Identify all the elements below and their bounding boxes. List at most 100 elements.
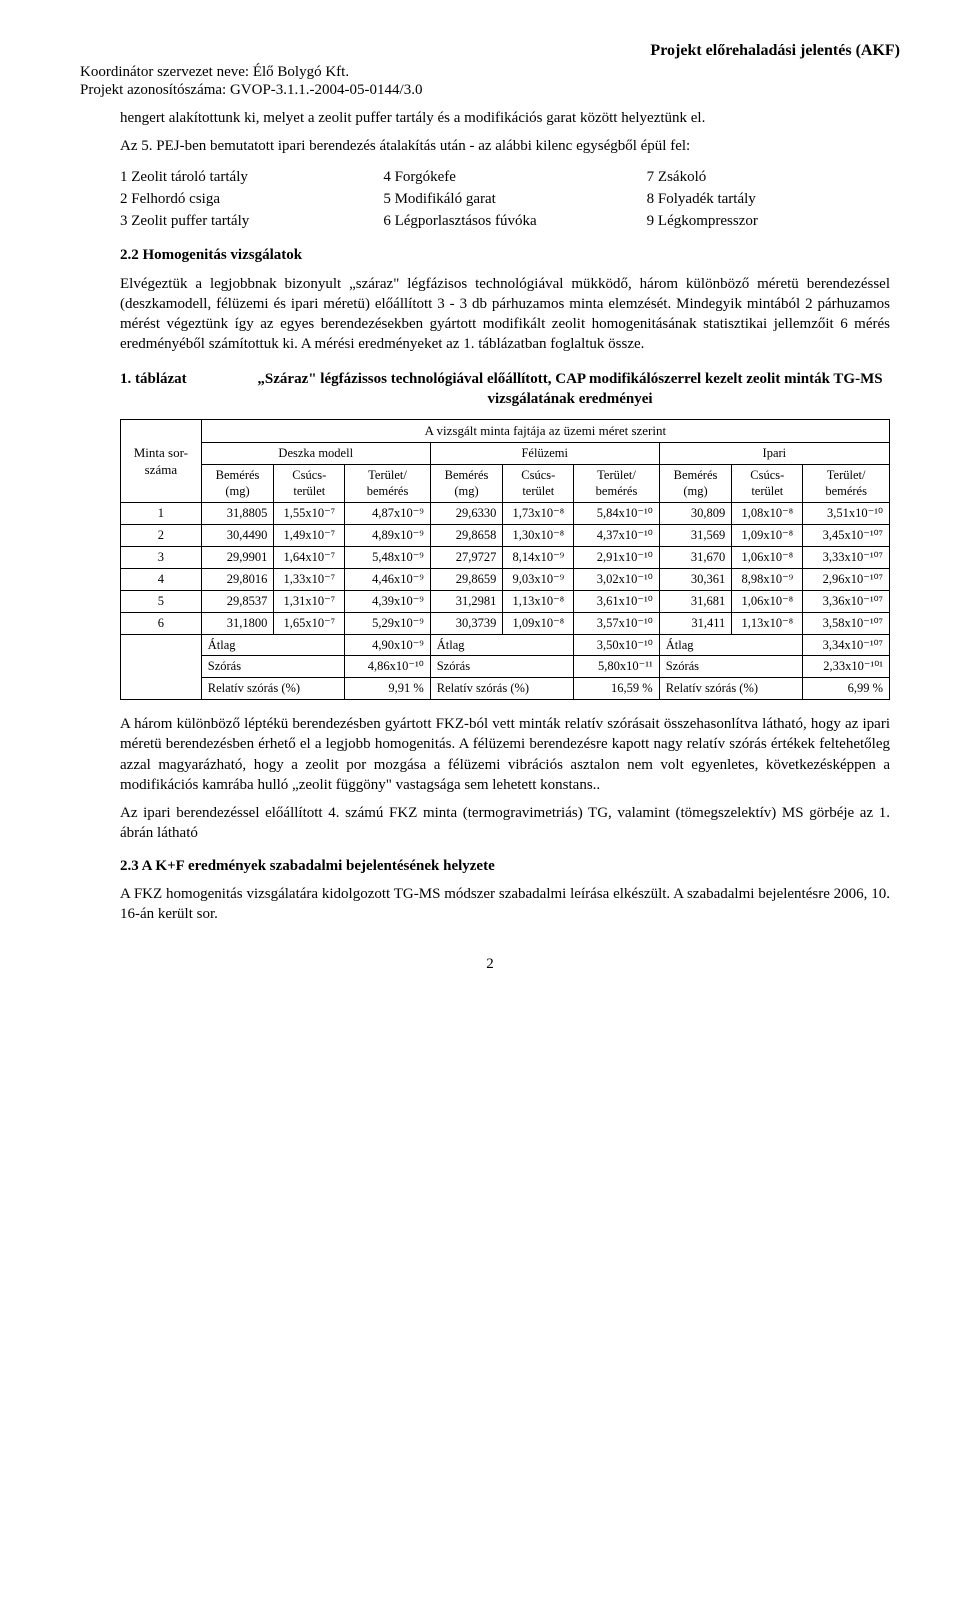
paragraph: A FKZ homogenitás vizsgálatára kidolgozo… bbox=[120, 884, 890, 925]
report-type-header: Projekt előrehaladási jelentés (AKF) bbox=[80, 40, 900, 62]
cell: Átlag bbox=[659, 634, 803, 656]
cell: 31,670 bbox=[659, 547, 732, 569]
cell: Szórás bbox=[659, 656, 803, 678]
cell: 4,90x10⁻⁹ bbox=[345, 634, 430, 656]
cell: 31,681 bbox=[659, 590, 732, 612]
table-corner: Minta sor-száma bbox=[121, 420, 202, 503]
cell: 29,9901 bbox=[201, 547, 274, 569]
cell: 5,80x10⁻¹¹ bbox=[574, 656, 659, 678]
table-title-text: „Száraz" légfázissos technológiával előá… bbox=[250, 369, 890, 410]
cell: 29,8659 bbox=[430, 568, 503, 590]
paragraph: A három különböző léptékü berendezésben … bbox=[120, 714, 890, 795]
paragraph: Elvégeztük a legjobbnak bizonyult „szára… bbox=[120, 274, 890, 355]
cell: 29,8537 bbox=[201, 590, 274, 612]
cell: 31,8805 bbox=[201, 503, 274, 525]
table-row: 2 30,4490 1,49x10⁻⁷ 4,89x10⁻⁹ 29,8658 1,… bbox=[121, 525, 890, 547]
table-stats-row: Szórás 4,86x10⁻¹⁰ Szórás 5,80x10⁻¹¹ Szór… bbox=[121, 656, 890, 678]
table-stats-row: Átlag 4,90x10⁻⁹ Átlag 3,50x10⁻¹⁰ Átlag 3… bbox=[121, 634, 890, 656]
table-superheader: A vizsgált minta fajtája az üzemi méret … bbox=[201, 420, 889, 443]
cell: 3,33x10⁻¹⁰⁷ bbox=[803, 547, 890, 569]
cell: 1,30x10⁻⁸ bbox=[503, 525, 574, 547]
cell: 1,06x10⁻⁸ bbox=[732, 547, 803, 569]
cell: 1,73x10⁻⁸ bbox=[503, 503, 574, 525]
cell: 30,809 bbox=[659, 503, 732, 525]
cell: 30,3739 bbox=[430, 612, 503, 634]
table-row: 3 29,9901 1,64x10⁻⁷ 5,48x10⁻⁹ 27,9727 8,… bbox=[121, 547, 890, 569]
cell: 2 bbox=[121, 525, 202, 547]
section-2-3-heading: 2.3 A K+F eredmények szabadalmi bejelent… bbox=[120, 856, 890, 876]
unit-item: 3 Zeolit puffer tartály bbox=[120, 211, 363, 231]
cell: 4,89x10⁻⁹ bbox=[345, 525, 430, 547]
table-row: 6 31,1800 1,65x10⁻⁷ 5,29x10⁻⁹ 30,3739 1,… bbox=[121, 612, 890, 634]
cell: 30,4490 bbox=[201, 525, 274, 547]
cell: 1,06x10⁻⁸ bbox=[732, 590, 803, 612]
cell: 4,46x10⁻⁹ bbox=[345, 568, 430, 590]
cell bbox=[121, 634, 202, 700]
cell: 29,6330 bbox=[430, 503, 503, 525]
section-2-2-heading: 2.2 Homogenitás vizsgálatok bbox=[120, 245, 890, 265]
cell: 1,31x10⁻⁷ bbox=[274, 590, 345, 612]
page-number: 2 bbox=[80, 954, 900, 974]
cell: 3,61x10⁻¹⁰ bbox=[574, 590, 659, 612]
cell: Szórás bbox=[201, 656, 345, 678]
project-id-line: Projekt azonosítószáma: GVOP-3.1.1.-2004… bbox=[80, 80, 900, 100]
table-col: Terület/ bemérés bbox=[803, 464, 890, 503]
cell: 5,48x10⁻⁹ bbox=[345, 547, 430, 569]
cell: 31,411 bbox=[659, 612, 732, 634]
cell: 4,86x10⁻¹⁰ bbox=[345, 656, 430, 678]
cell: 31,1800 bbox=[201, 612, 274, 634]
cell: 3,02x10⁻¹⁰ bbox=[574, 568, 659, 590]
coordinator-line: Koordinátor szervezet neve: Élő Bolygó K… bbox=[80, 62, 900, 82]
cell: 3,34x10⁻¹⁰⁷ bbox=[803, 634, 890, 656]
cell: 9,03x10⁻⁹ bbox=[503, 568, 574, 590]
cell: 5,29x10⁻⁹ bbox=[345, 612, 430, 634]
unit-list: 1 Zeolit tároló tartály 4 Forgókefe 7 Zs… bbox=[120, 167, 890, 232]
cell: 27,9727 bbox=[430, 547, 503, 569]
cell: Relatív szórás (%) bbox=[430, 678, 574, 700]
unit-item: 6 Légporlasztásos fúvóka bbox=[383, 211, 626, 231]
table-row: 5 29,8537 1,31x10⁻⁷ 4,39x10⁻⁹ 31,2981 1,… bbox=[121, 590, 890, 612]
cell: 5,84x10⁻¹⁰ bbox=[574, 503, 659, 525]
cell: 1,13x10⁻⁸ bbox=[503, 590, 574, 612]
cell: 4,87x10⁻⁹ bbox=[345, 503, 430, 525]
cell: 2,33x10⁻¹⁰¹ bbox=[803, 656, 890, 678]
cell: 29,8016 bbox=[201, 568, 274, 590]
cell: 3,57x10⁻¹⁰ bbox=[574, 612, 659, 634]
cell: 1,33x10⁻⁷ bbox=[274, 568, 345, 590]
cell: 5 bbox=[121, 590, 202, 612]
cell: 2,96x10⁻¹⁰⁷ bbox=[803, 568, 890, 590]
cell: 3,36x10⁻¹⁰⁷ bbox=[803, 590, 890, 612]
table-label: 1. táblázat bbox=[120, 369, 250, 410]
cell: 31,2981 bbox=[430, 590, 503, 612]
table-col: Csúcs-terület bbox=[732, 464, 803, 503]
cell: 9,91 % bbox=[345, 678, 430, 700]
cell: 3 bbox=[121, 547, 202, 569]
cell: 4,37x10⁻¹⁰ bbox=[574, 525, 659, 547]
cell: 30,361 bbox=[659, 568, 732, 590]
table-group: Deszka modell bbox=[201, 442, 430, 464]
cell: 1,09x10⁻⁸ bbox=[732, 525, 803, 547]
table-col: Csúcs-terület bbox=[274, 464, 345, 503]
cell: Szórás bbox=[430, 656, 574, 678]
table-col: Terület/ bemérés bbox=[574, 464, 659, 503]
cell: 3,58x10⁻¹⁰⁷ bbox=[803, 612, 890, 634]
unit-item: 7 Zsákoló bbox=[647, 167, 890, 187]
unit-item: 2 Felhordó csiga bbox=[120, 189, 363, 209]
table-stats-row: Relatív szórás (%) 9,91 % Relatív szórás… bbox=[121, 678, 890, 700]
unit-item: 5 Modifikáló garat bbox=[383, 189, 626, 209]
cell: 8,14x10⁻⁹ bbox=[503, 547, 574, 569]
unit-item: 9 Légkompresszor bbox=[647, 211, 890, 231]
paragraph: Az 5. PEJ-ben bemutatott ipari berendezé… bbox=[120, 136, 890, 156]
paragraph: Az ipari berendezéssel előállított 4. sz… bbox=[120, 803, 890, 844]
table-col: Bemérés (mg) bbox=[201, 464, 274, 503]
cell: 8,98x10⁻⁹ bbox=[732, 568, 803, 590]
cell: 2,91x10⁻¹⁰ bbox=[574, 547, 659, 569]
cell: 1,08x10⁻⁸ bbox=[732, 503, 803, 525]
paragraph: hengert alakítottunk ki, melyet a zeolit… bbox=[120, 108, 890, 128]
cell: 16,59 % bbox=[574, 678, 659, 700]
unit-item: 4 Forgókefe bbox=[383, 167, 626, 187]
cell: 1,65x10⁻⁷ bbox=[274, 612, 345, 634]
unit-item: 8 Folyadék tartály bbox=[647, 189, 890, 209]
cell: Relatív szórás (%) bbox=[201, 678, 345, 700]
cell: Átlag bbox=[201, 634, 345, 656]
